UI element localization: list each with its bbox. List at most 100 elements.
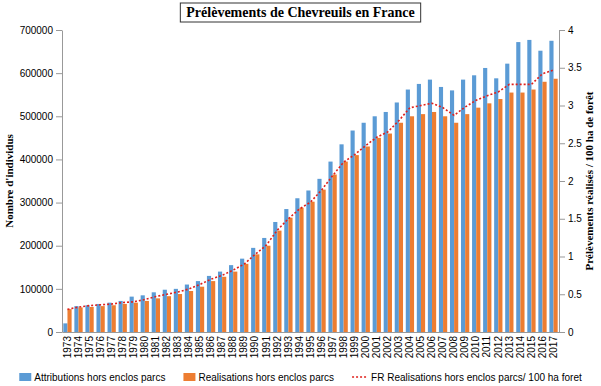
bar: [163, 290, 167, 332]
bar: [101, 306, 105, 332]
bar: [388, 134, 392, 332]
tick-label: 1980: [139, 336, 150, 359]
tick-label: 1995: [305, 336, 316, 359]
bar: [344, 162, 348, 332]
tick: 500000: [20, 111, 62, 122]
tick-label: 1993: [283, 336, 294, 359]
tick: 1992: [272, 336, 283, 359]
bar: [311, 202, 315, 332]
axis-line: [62, 31, 63, 333]
bar: [542, 82, 546, 332]
bar: [119, 301, 123, 332]
bar: [454, 123, 458, 332]
bar: [339, 144, 343, 332]
tick-mark: [559, 294, 565, 295]
tick-label: 2: [568, 176, 574, 187]
tick: 1988: [227, 336, 238, 359]
bar: [377, 138, 381, 332]
bar: [531, 90, 535, 332]
bar: [218, 272, 222, 332]
tick: 2005: [415, 336, 426, 359]
tick-label: 2009: [459, 336, 470, 359]
tick-label: 1976: [95, 336, 106, 359]
tick-label: 300000: [20, 197, 54, 208]
tick-mark: [559, 143, 565, 144]
bar: [284, 209, 288, 332]
bar: [134, 303, 138, 332]
tick: 1997: [327, 336, 338, 359]
tick: 1: [559, 251, 574, 262]
tick: 2013: [504, 336, 515, 359]
line: [67, 70, 553, 309]
tick-mark: [559, 257, 565, 258]
tick-label: 1974: [73, 336, 84, 359]
tick-label: 2016: [537, 336, 548, 359]
bar: [299, 208, 303, 332]
legend-swatch: [19, 373, 31, 381]
tick-mark: [56, 203, 62, 204]
legend-label: Attributions hors enclos parcs: [34, 372, 165, 383]
tick: 1994: [294, 336, 305, 359]
tick-label: 1982: [161, 336, 172, 359]
bar: [328, 162, 332, 332]
tick-label: 2003: [393, 336, 404, 359]
bar: [355, 155, 359, 332]
bar: [85, 305, 89, 332]
tick-label: 400000: [20, 154, 54, 165]
tick: 2006: [426, 336, 437, 359]
tick: 3: [559, 100, 574, 111]
tick-label: 0: [47, 327, 53, 338]
tick: 1979: [128, 336, 139, 359]
tick-label: 2013: [504, 336, 515, 359]
tick: 1.5: [559, 213, 582, 224]
tick-mark: [56, 30, 62, 31]
tick-mark: [56, 159, 62, 160]
tick: 400000: [20, 154, 62, 165]
legend-swatch: [352, 376, 368, 378]
bar: [79, 307, 83, 332]
tick: 1980: [139, 336, 150, 359]
tick-label: 1987: [216, 336, 227, 359]
tick-mark: [56, 73, 62, 74]
bar: [63, 323, 67, 332]
tick: 1975: [84, 336, 95, 359]
tick: 1978: [117, 336, 128, 359]
tick-label: 700000: [20, 25, 54, 36]
tick-label: 600000: [20, 68, 54, 79]
bar: [288, 218, 292, 332]
tick-label: 1981: [150, 336, 161, 359]
tick-label: 2017: [548, 336, 559, 359]
tick: 2016: [537, 336, 548, 359]
tick: 1987: [216, 336, 227, 359]
legend-swatch: [183, 373, 195, 381]
tick: 1996: [316, 336, 327, 359]
axis-line: [63, 332, 560, 333]
tick: 300000: [20, 197, 62, 208]
tick-label: 4: [568, 25, 574, 36]
bar: [156, 298, 160, 332]
bar: [351, 131, 355, 332]
tick-label: 2.5: [568, 138, 582, 149]
tick-label: 2008: [448, 336, 459, 359]
bar: [262, 238, 266, 332]
tick: 1984: [183, 336, 194, 359]
tick: 2017: [548, 336, 559, 359]
tick: 1995: [305, 336, 316, 359]
tick: 4: [559, 25, 574, 36]
y2-axis-title: Prélèvements réalisés / 100 ha de forêt: [583, 91, 595, 270]
bar: [74, 306, 78, 332]
tick-label: 1999: [349, 336, 360, 359]
bar: [498, 99, 502, 332]
tick: 2009: [459, 336, 470, 359]
tick-label: 2005: [415, 336, 426, 359]
tick-label: 1989: [238, 336, 249, 359]
legend-label: Realisations hors enclos parcs: [198, 372, 334, 383]
tick-label: 2004: [404, 336, 415, 359]
bar-series: [63, 40, 553, 332]
tick: 1990: [249, 336, 260, 359]
tick-label: 1973: [62, 336, 73, 359]
bar: [251, 248, 255, 332]
tick: 2002: [382, 336, 393, 359]
legend-item: Realisations hors enclos parcs: [183, 372, 334, 383]
bar: [185, 285, 189, 332]
